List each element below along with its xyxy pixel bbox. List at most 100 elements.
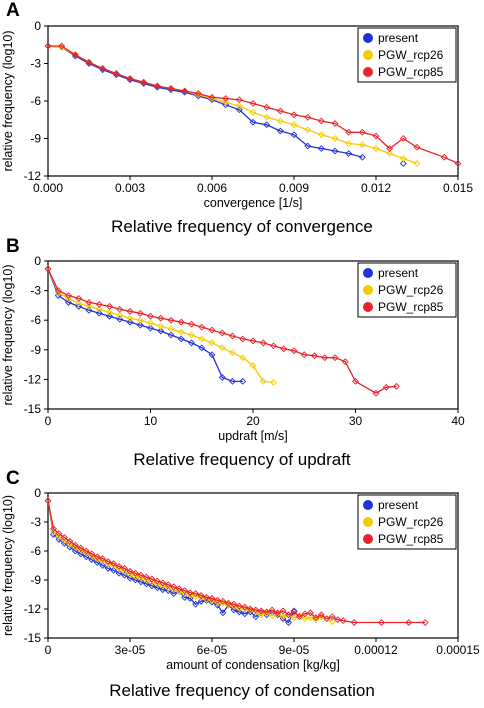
data-point-present bbox=[399, 160, 407, 167]
data-point-pgw-rcp85 bbox=[280, 345, 288, 353]
legend-label-present: present bbox=[378, 266, 419, 280]
data-point-present bbox=[219, 609, 227, 617]
data-point-pgw-rcp85 bbox=[300, 351, 308, 359]
panel-a: A 0.000 0.003 0.006 0.009 0.012 0.015 0 -3 -6 -9 -… bbox=[0, 0, 484, 236]
data-point-pgw-rcp85 bbox=[341, 358, 349, 366]
data-point-pgw-rcp85 bbox=[270, 342, 277, 350]
plot-frame bbox=[47, 492, 459, 639]
data-point-present bbox=[181, 593, 189, 601]
y-tick-label: -3 bbox=[30, 284, 41, 298]
data-point-pgw-rcp85 bbox=[304, 113, 312, 121]
data-point-pgw-rcp85 bbox=[352, 377, 359, 385]
data-point-pgw-rcp26 bbox=[399, 155, 407, 162]
data-point-pgw-rcp85 bbox=[259, 339, 267, 347]
series-line-present bbox=[47, 500, 295, 624]
data-point-present bbox=[126, 574, 134, 582]
legend-marker-pgw-rcp26 bbox=[363, 50, 373, 60]
data-point-present bbox=[235, 608, 243, 616]
data-point-pgw-rcp85 bbox=[181, 587, 189, 595]
y-axis-label: relative frequency (log10) bbox=[1, 30, 15, 171]
x-tick-label: 0.003 bbox=[115, 181, 145, 195]
data-point-pgw-rcp85 bbox=[382, 383, 390, 391]
chart-a: 0.000 0.003 0.006 0.009 0.012 0.015 0 -3 -6 -9 -12… bbox=[1, 19, 473, 210]
legend-box bbox=[357, 27, 457, 83]
data-point-pgw-rcp85 bbox=[290, 111, 298, 119]
data-point-present bbox=[126, 318, 134, 326]
data-point-pgw-rcp85 bbox=[334, 616, 342, 624]
data-point-pgw-rcp85 bbox=[279, 607, 287, 615]
data-point-pgw-rcp26 bbox=[249, 108, 257, 116]
y-tick-label: 0 bbox=[34, 486, 41, 500]
y-tick-label: -12 bbox=[24, 602, 42, 616]
data-point-pgw-rcp26 bbox=[257, 611, 265, 619]
data-point-pgw-rcp85 bbox=[317, 117, 325, 125]
data-point-present bbox=[147, 324, 154, 332]
data-point-pgw-rcp85 bbox=[58, 42, 66, 50]
y-tick-label: -3 bbox=[30, 57, 41, 71]
data-point-pgw-rcp26 bbox=[229, 349, 236, 357]
data-point-pgw-rcp85 bbox=[44, 265, 52, 273]
data-point-present bbox=[115, 569, 123, 577]
data-point-pgw-rcp26 bbox=[137, 574, 145, 582]
y-tick-label: -6 bbox=[30, 94, 41, 108]
data-point-present bbox=[263, 121, 271, 129]
data-point-pgw-rcp85 bbox=[214, 596, 221, 604]
legend-marker-pgw-rcp85 bbox=[363, 302, 373, 312]
chart-b: 0 10 20 30 40 0 -3 -6 -9 -12 -15 updraft [m/s] relat… bbox=[1, 254, 465, 443]
data-point-pgw-rcp85 bbox=[246, 605, 254, 613]
data-point-pgw-rcp26 bbox=[235, 102, 243, 110]
data-point-present bbox=[170, 590, 178, 597]
data-point-pgw-rcp85 bbox=[263, 103, 271, 111]
data-point-present bbox=[136, 321, 144, 329]
data-point-present bbox=[198, 344, 206, 352]
data-point-pgw-rcp85 bbox=[198, 323, 206, 331]
data-point-pgw-rcp85 bbox=[306, 609, 314, 617]
data-point-pgw-rcp85 bbox=[153, 82, 161, 90]
data-point-present bbox=[65, 299, 72, 306]
data-point-pgw-rcp85 bbox=[197, 592, 205, 599]
data-point-present bbox=[93, 559, 101, 567]
data-point-present bbox=[54, 292, 62, 299]
data-point-present bbox=[157, 327, 165, 335]
data-point-pgw-rcp85 bbox=[440, 153, 448, 161]
data-point-pgw-rcp26 bbox=[116, 311, 124, 319]
data-point-present bbox=[110, 566, 118, 574]
legend-label-pgw-rcp85: PGW_rcp85 bbox=[378, 65, 444, 79]
caption-a: Relative frequency of convergence bbox=[111, 217, 373, 236]
data-point-pgw-rcp26 bbox=[290, 121, 298, 129]
legend-label-present: present bbox=[378, 498, 419, 512]
data-point-pgw-rcp85 bbox=[358, 128, 366, 136]
y-tick-label: -6 bbox=[30, 313, 41, 327]
y-tick-label: -3 bbox=[30, 515, 41, 529]
data-point-present bbox=[77, 550, 85, 558]
data-point-pgw-rcp26 bbox=[121, 567, 128, 575]
data-point-present bbox=[164, 587, 172, 595]
data-point-pgw-rcp85 bbox=[126, 307, 134, 315]
data-point-pgw-rcp85 bbox=[296, 613, 303, 621]
data-point-pgw-rcp26 bbox=[208, 339, 216, 347]
x-tick-label: 0.012 bbox=[361, 181, 391, 195]
data-point-pgw-rcp85 bbox=[164, 581, 172, 589]
data-point-pgw-rcp85 bbox=[104, 558, 112, 566]
data-point-pgw-rcp85 bbox=[106, 302, 113, 310]
data-point-pgw-rcp85 bbox=[93, 553, 101, 561]
data-point-pgw-rcp85 bbox=[44, 497, 52, 505]
y-tick-label: -9 bbox=[30, 573, 41, 587]
data-point-pgw-rcp85 bbox=[85, 58, 93, 66]
data-point-pgw-rcp85 bbox=[142, 573, 150, 581]
data-point-pgw-rcp26 bbox=[386, 150, 394, 157]
data-point-present bbox=[197, 597, 205, 605]
data-point-present bbox=[153, 584, 161, 592]
data-point-pgw-rcp26 bbox=[358, 141, 366, 149]
legend-marker-pgw-rcp26 bbox=[363, 285, 373, 295]
series-group bbox=[44, 42, 462, 167]
y-tick-label: -9 bbox=[30, 132, 41, 146]
data-point-pgw-rcp26 bbox=[306, 614, 314, 622]
data-point-pgw-rcp26 bbox=[167, 325, 175, 333]
legend-marker-present bbox=[363, 500, 373, 510]
data-point-pgw-rcp85 bbox=[192, 590, 200, 597]
data-point-pgw-rcp85 bbox=[290, 347, 298, 355]
data-point-pgw-rcp85 bbox=[112, 70, 120, 77]
legend-box bbox=[357, 494, 457, 550]
data-point-pgw-rcp26 bbox=[263, 113, 271, 121]
